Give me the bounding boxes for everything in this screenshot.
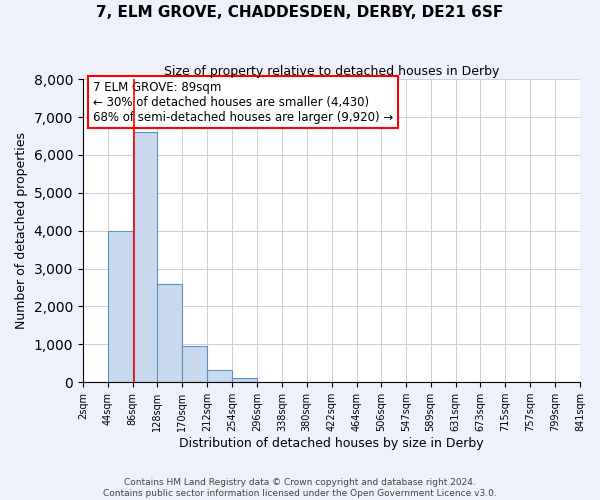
Text: 7, ELM GROVE, CHADDESDEN, DERBY, DE21 6SF: 7, ELM GROVE, CHADDESDEN, DERBY, DE21 6S… xyxy=(97,5,503,20)
Bar xyxy=(232,378,257,382)
Bar xyxy=(207,370,232,382)
Bar xyxy=(107,230,133,382)
Text: 7 ELM GROVE: 89sqm
← 30% of detached houses are smaller (4,430)
68% of semi-deta: 7 ELM GROVE: 89sqm ← 30% of detached hou… xyxy=(93,80,393,124)
Title: Size of property relative to detached houses in Derby: Size of property relative to detached ho… xyxy=(164,65,499,78)
Text: Contains HM Land Registry data © Crown copyright and database right 2024.
Contai: Contains HM Land Registry data © Crown c… xyxy=(103,478,497,498)
Bar xyxy=(133,132,157,382)
Y-axis label: Number of detached properties: Number of detached properties xyxy=(15,132,28,329)
X-axis label: Distribution of detached houses by size in Derby: Distribution of detached houses by size … xyxy=(179,437,484,450)
Bar xyxy=(157,284,182,382)
Bar xyxy=(182,346,207,382)
